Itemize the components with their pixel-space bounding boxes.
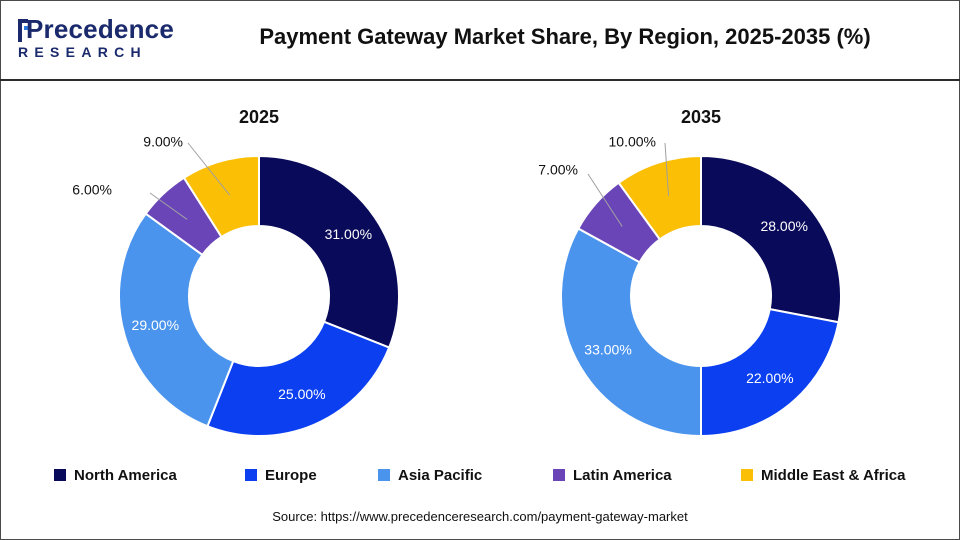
logo-word: Precedence xyxy=(26,14,174,44)
donut-slice-1-0 xyxy=(700,154,842,324)
donut-charts: 2025 31.00% 25.00% 29.00% 6.00% 9.00% 2035 28.0… xyxy=(72,107,842,438)
donut-slice-0-4 xyxy=(182,154,260,239)
donut-title-0: 2025 xyxy=(239,107,279,127)
donut-slice-1-1 xyxy=(700,307,840,438)
data-label-1-3: 7.00% xyxy=(538,162,578,178)
leader-line-1-3 xyxy=(587,173,623,227)
legend-label-4: Middle East & Africa xyxy=(761,466,906,484)
logo: Precedence RESEARCH xyxy=(16,14,174,62)
legend-label-1: Europe xyxy=(265,466,317,484)
donut-slice-0-2 xyxy=(118,212,235,428)
data-label-0-0: 31.00% xyxy=(325,226,372,242)
legend-label-0: North America xyxy=(74,466,177,484)
leader-line-0-3 xyxy=(149,192,188,220)
header: Precedence RESEARCH Payment Gateway Mark… xyxy=(0,0,960,80)
donut-slice-1-2 xyxy=(560,227,702,438)
data-label-0-2: 29.00% xyxy=(132,317,179,333)
data-label-1-2: 33.00% xyxy=(584,342,631,358)
donut-slice-0-1 xyxy=(206,320,391,437)
logo-mark-icon xyxy=(18,19,28,42)
data-label-0-1: 25.00% xyxy=(278,386,325,402)
data-label-0-4: 9.00% xyxy=(143,134,183,150)
legend-item-2: Asia Pacific xyxy=(378,464,482,486)
legend-swatch-4 xyxy=(741,469,753,481)
leader-line-0-4 xyxy=(187,142,231,196)
legend-swatch-1 xyxy=(245,469,257,481)
legend-label-3: Latin America xyxy=(573,466,672,484)
legend-item-3: Latin America xyxy=(553,464,672,486)
legend-item-1: Europe xyxy=(245,464,317,486)
data-label-1-4: 10.00% xyxy=(609,134,656,150)
donut-title-1: 2035 xyxy=(681,107,721,127)
legend-swatch-0 xyxy=(54,469,66,481)
data-label-1-1: 22.00% xyxy=(746,370,793,386)
donut-slice-0-0 xyxy=(258,154,400,349)
legend-label-2: Asia Pacific xyxy=(398,466,483,484)
legend-item-4: Middle East & Africa xyxy=(741,464,905,486)
donut-slice-1-4 xyxy=(617,154,702,241)
data-label-0-3: 6.00% xyxy=(72,182,112,198)
legend-swatch-3 xyxy=(553,469,565,481)
legend-item-0: North America xyxy=(54,464,177,486)
logo-subtitle: RESEARCH xyxy=(18,44,147,60)
legend-swatch-2 xyxy=(378,469,390,481)
leader-line-1-4 xyxy=(664,142,670,197)
header-divider xyxy=(0,79,960,81)
data-label-1-0: 28.00% xyxy=(760,218,807,234)
legend: North America Europe Asia Pacific Latin Ame… xyxy=(0,464,960,486)
source-note: Source: https://www.precedenceresearch.c… xyxy=(272,509,688,524)
chart-title: Payment Gateway Market Share, By Region,… xyxy=(259,24,871,49)
